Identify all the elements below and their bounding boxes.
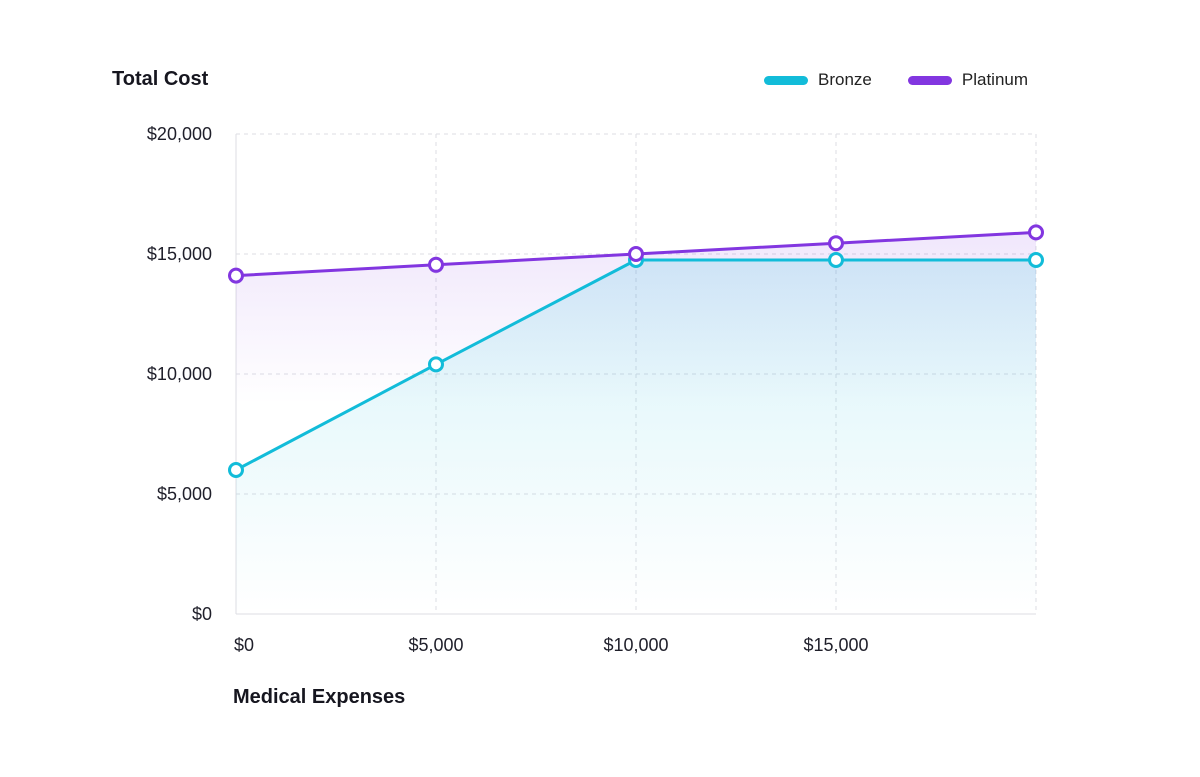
- data-point-bronze: [428, 356, 444, 373]
- legend-label-bronze: Bronze: [818, 70, 872, 89]
- data-point-bronze: [1028, 252, 1044, 268]
- y-tick-label: $5,000: [157, 484, 212, 504]
- area-bronze: [236, 260, 1036, 614]
- x-tick-label: $15,000: [803, 635, 868, 655]
- data-point-platinum: [428, 256, 444, 273]
- data-point-bronze: [228, 462, 244, 478]
- data-point-platinum: [628, 246, 644, 262]
- legend-item-platinum: Platinum: [907, 70, 1029, 90]
- y-tick-label: $15,000: [147, 244, 212, 264]
- legend-swatch-platinum: [907, 75, 952, 85]
- legend: Bronze Platinum: [764, 70, 1028, 90]
- data-point-bronze: [828, 252, 844, 268]
- y-axis-title: Total Cost: [112, 68, 209, 90]
- x-tick-label: $0: [234, 635, 254, 655]
- data-point-platinum: [228, 267, 244, 284]
- data-point-platinum: [1028, 224, 1044, 241]
- x-tick-label: $10,000: [603, 635, 668, 655]
- x-tick-label: $5,000: [408, 635, 463, 655]
- y-tick-label: $10,000: [147, 364, 212, 384]
- y-tick-label: $20,000: [147, 124, 212, 144]
- legend-item-bronze: Bronze: [764, 70, 872, 90]
- x-axis-title: Medical Expenses: [233, 686, 406, 708]
- legend-swatch-bronze: [764, 75, 808, 85]
- data-point-platinum: [828, 235, 844, 252]
- legend-label-platinum: Platinum: [961, 70, 1029, 89]
- y-tick-label: $0: [192, 604, 212, 624]
